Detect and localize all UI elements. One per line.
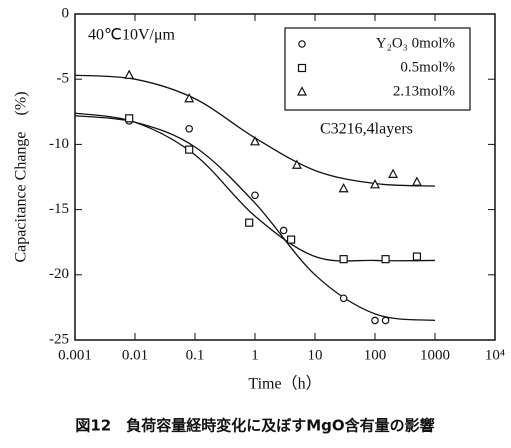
data-point — [245, 218, 254, 227]
legend-marker — [298, 40, 306, 48]
x-tick-label: 1 — [251, 347, 259, 363]
x-tick-label: 1000 — [420, 347, 450, 363]
data-point — [412, 252, 422, 261]
x-tick-label: 0.01 — [122, 347, 148, 363]
legend-label: Y₂O₃ 0mol% — [376, 35, 455, 51]
data-point — [381, 316, 390, 325]
data-point — [339, 255, 348, 264]
annotation: C3216,4layers — [320, 121, 413, 138]
data-point — [185, 145, 194, 154]
data-point — [411, 176, 422, 186]
data-point — [381, 255, 390, 264]
caption: 図12 負荷容量経時変化に及ぼすMgO含有量の影響 — [75, 417, 434, 435]
x-tick-label: 10 — [308, 347, 323, 363]
y-tick-label: 0 — [62, 5, 70, 21]
data-point — [125, 114, 134, 123]
y-tick-label: -5 — [57, 71, 70, 87]
y-axis-label: Capacitance Change (%) — [13, 91, 30, 262]
fit-curve — [74, 115, 436, 322]
annotation: 40℃10V/μm — [88, 27, 176, 44]
y-tick-label: -20 — [49, 266, 69, 282]
y-tick-label: -25 — [49, 331, 69, 347]
legend-marker — [297, 86, 307, 96]
legend-box — [284, 27, 471, 111]
data-point — [371, 316, 379, 325]
y-tick-label: -15 — [49, 201, 69, 217]
data-point — [279, 226, 288, 235]
legend-label: 2.13mol% — [393, 83, 455, 99]
data-point — [339, 294, 348, 303]
data-point — [287, 235, 296, 244]
fit-curve — [74, 112, 436, 262]
x-axis-label: Time（h） — [248, 375, 321, 393]
data-point — [124, 69, 135, 79]
data-point — [370, 179, 380, 189]
legend-label: 0.5mol% — [400, 59, 455, 75]
data-point — [250, 136, 260, 146]
data-point — [338, 182, 349, 193]
y-tick-label: -10 — [49, 136, 69, 152]
data-point — [291, 159, 302, 169]
x-tick-label: 100 — [364, 347, 387, 363]
x-tick-label: 0.001 — [58, 347, 92, 363]
x-tick-label: 10⁴ — [485, 347, 505, 363]
data-point — [388, 168, 399, 178]
data-point — [184, 92, 195, 103]
plot-frame — [74, 13, 496, 341]
legend-marker — [297, 63, 307, 73]
x-tick-label: 0.1 — [186, 347, 205, 363]
data-point — [251, 191, 259, 200]
data-point — [185, 124, 193, 133]
